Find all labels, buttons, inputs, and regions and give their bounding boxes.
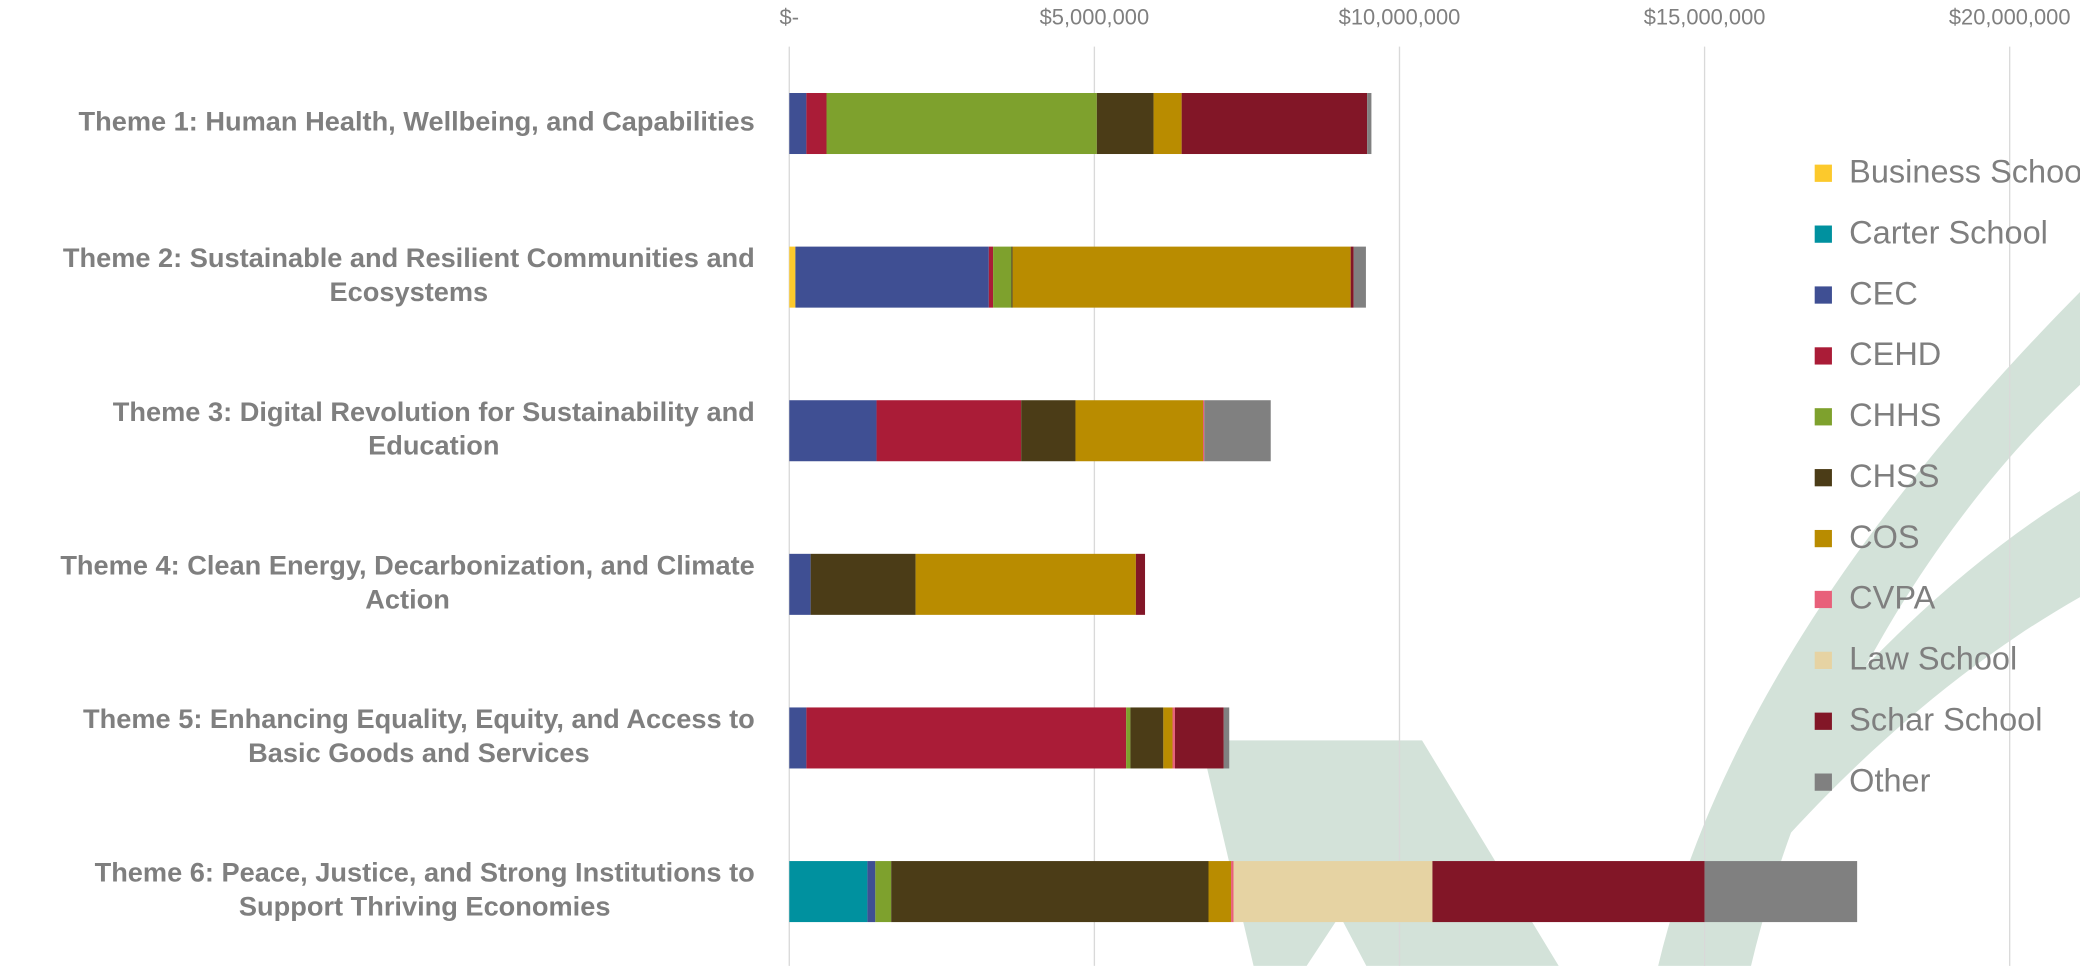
legend-label: Carter School	[1849, 214, 2048, 250]
bar-segment	[993, 246, 1012, 308]
x-tick-label: $20,000,000	[1949, 4, 2071, 29]
legend-swatch	[1814, 164, 1832, 182]
bar-segment	[789, 553, 811, 615]
bar-segment	[806, 93, 827, 155]
legend-label: CEC	[1849, 275, 1918, 311]
legend-label: Other	[1849, 762, 1930, 798]
legend-label: CVPA	[1849, 580, 1935, 616]
bar-segment	[1021, 400, 1076, 462]
bar-segment	[915, 553, 1136, 615]
bar-segment	[789, 246, 796, 308]
x-tick-label: $10,000,000	[1339, 4, 1461, 29]
category-label: Theme 5: Enhancing Equality, Equity, and…	[83, 703, 755, 768]
bar-segment	[826, 93, 1097, 155]
x-tick-label: $5,000,000	[1040, 4, 1149, 29]
category-label: Theme 6: Peace, Justice, and Strong Inst…	[95, 857, 755, 922]
bar-segment	[795, 246, 989, 308]
bar-segment	[1432, 861, 1705, 923]
bar-segment	[1350, 246, 1354, 308]
legend-swatch	[1814, 225, 1832, 243]
bar-segment	[1704, 861, 1858, 923]
bar-segment	[1153, 93, 1182, 155]
bar-segment	[1012, 246, 1351, 308]
bar-segment	[1204, 400, 1271, 462]
bar-segment	[1163, 707, 1173, 769]
bar-segment	[1231, 861, 1234, 923]
bar-segment	[789, 861, 868, 923]
legend-swatch	[1814, 286, 1832, 304]
legend-swatch	[1814, 712, 1832, 730]
category-label: Theme 2: Sustainable and Resilient Commu…	[63, 242, 755, 307]
bar-segment	[876, 400, 1022, 462]
legend-label: Law School	[1849, 641, 2017, 677]
bar-segment	[810, 553, 916, 615]
bar-segment	[1233, 861, 1433, 923]
legend-swatch	[1814, 408, 1832, 426]
bar-segment	[1075, 400, 1204, 462]
category-label: Theme 3: Digital Revolution for Sustaina…	[113, 396, 755, 461]
bar-segment	[891, 861, 1209, 923]
bar-segment	[1181, 93, 1368, 155]
bar-segment	[789, 707, 807, 769]
legend-swatch	[1814, 347, 1832, 365]
legend-swatch	[1814, 469, 1832, 487]
category-label: Theme 1: Human Health, Wellbeing, and Ca…	[78, 106, 754, 137]
bar-segment	[789, 400, 877, 462]
bar-segment	[806, 707, 1127, 769]
grid	[788, 46, 2011, 966]
legend-swatch	[1814, 529, 1832, 548]
bar-segment	[1126, 707, 1131, 769]
bar-segment	[1208, 861, 1232, 923]
bars	[789, 93, 1858, 923]
bar-segment	[867, 861, 876, 923]
legend-label: COS	[1849, 519, 1919, 555]
bar-segment	[875, 861, 892, 923]
bar-segment	[789, 93, 807, 155]
bar-segment	[1367, 93, 1372, 155]
bar-segment	[1130, 707, 1164, 769]
bar-segment	[1011, 246, 1013, 308]
bar-segment	[1172, 707, 1175, 769]
legend: Business School Carter School CEC CEHD CHHS C…	[1814, 153, 2080, 798]
legend-label: CHHS	[1849, 397, 1941, 433]
legend-label: CEHD	[1849, 336, 1941, 372]
labels: $- $5,000,000 $10,000,000 $15,000,000 $20,00…	[60, 4, 2070, 921]
bar-segment	[1135, 553, 1146, 615]
bar-segment	[1203, 400, 1205, 462]
legend-label: Schar School	[1849, 701, 2042, 737]
bar-segment	[988, 246, 994, 308]
legend-label: CHSS	[1849, 458, 1939, 494]
bar-segment	[1353, 246, 1366, 308]
category-label: Theme 4: Clean Energy, Decarbonization, …	[60, 550, 754, 615]
legend-swatch	[1814, 773, 1832, 791]
legend-swatch	[1814, 651, 1832, 669]
bar-segment	[1223, 707, 1230, 769]
bar-segment	[1174, 707, 1224, 769]
x-tick-label: $-	[780, 4, 799, 29]
legend-swatch	[1814, 590, 1832, 609]
bar-segment	[1096, 93, 1154, 155]
legend-label: Business School	[1849, 153, 2080, 189]
x-tick-label: $15,000,000	[1644, 4, 1766, 29]
